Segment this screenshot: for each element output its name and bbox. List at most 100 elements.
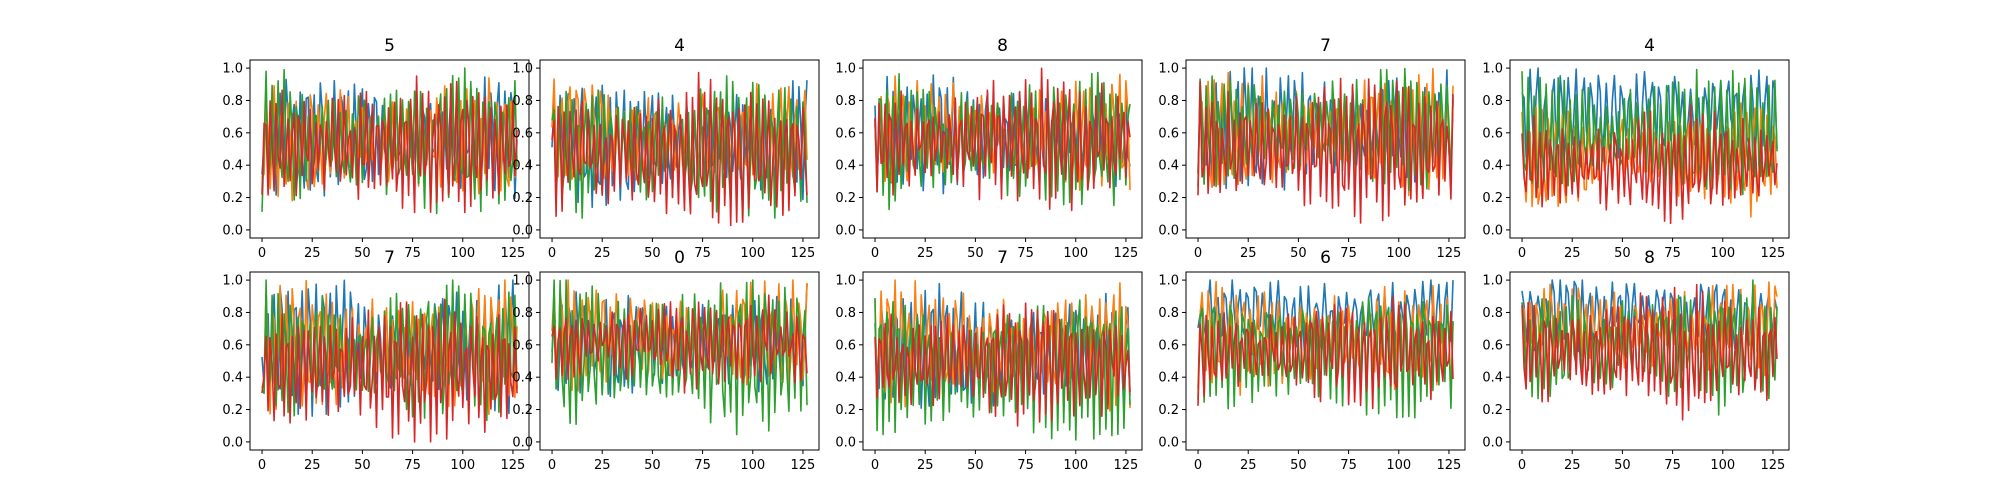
x-tick-label: 0 xyxy=(548,458,556,473)
y-tick-label: 0.6 xyxy=(1158,338,1179,353)
x-tick-label: 125 xyxy=(1761,458,1786,473)
y-tick-label: 0.4 xyxy=(1158,371,1179,386)
y-tick-label: 0.0 xyxy=(835,223,856,238)
x-tick-label: 25 xyxy=(1240,458,1257,473)
y-tick-label: 0.0 xyxy=(512,223,533,238)
x-tick-label: 125 xyxy=(1437,458,1462,473)
y-tick-label: 0.8 xyxy=(1158,306,1179,321)
y-tick-label: 0.8 xyxy=(835,94,856,109)
x-tick-label: 125 xyxy=(501,246,526,261)
x-tick-label: 75 xyxy=(1664,246,1681,261)
y-tick-label: 0.8 xyxy=(512,94,533,109)
y-tick-label: 0.0 xyxy=(1482,223,1503,238)
y-tick-label: 1.0 xyxy=(1158,274,1179,289)
y-tick-label: 1.0 xyxy=(222,62,243,77)
y-tick-label: 0.6 xyxy=(1158,126,1179,141)
y-tick-label: 0.6 xyxy=(835,126,856,141)
y-tick-label: 0.2 xyxy=(1482,403,1503,418)
x-tick-label: 0 xyxy=(258,246,266,261)
x-tick-label: 25 xyxy=(1564,458,1581,473)
y-tick-label: 0.8 xyxy=(1158,94,1179,109)
x-tick-label: 125 xyxy=(1761,246,1786,261)
x-tick-label: 25 xyxy=(304,458,321,473)
y-tick-label: 0.4 xyxy=(1482,371,1503,386)
y-tick-label: 0.2 xyxy=(835,191,856,206)
x-tick-label: 100 xyxy=(1386,246,1411,261)
subplot-title: 7 xyxy=(384,248,395,268)
y-tick-label: 1.0 xyxy=(1158,62,1179,77)
x-tick-label: 0 xyxy=(258,458,266,473)
y-tick-label: 1.0 xyxy=(222,274,243,289)
x-tick-label: 0 xyxy=(871,458,879,473)
x-tick-label: 50 xyxy=(644,458,661,473)
y-tick-label: 0.0 xyxy=(835,435,856,450)
x-tick-label: 125 xyxy=(1114,458,1139,473)
y-tick-label: 0.4 xyxy=(835,159,856,174)
y-tick-label: 0.6 xyxy=(512,338,533,353)
y-tick-label: 0.6 xyxy=(512,126,533,141)
y-tick-label: 0.2 xyxy=(1482,191,1503,206)
subplot-title: 8 xyxy=(997,36,1008,56)
y-tick-label: 1.0 xyxy=(835,62,856,77)
x-tick-label: 25 xyxy=(917,246,934,261)
x-tick-label: 100 xyxy=(1710,246,1735,261)
x-tick-label: 100 xyxy=(1386,458,1411,473)
subplot-title: 0 xyxy=(674,248,685,268)
y-tick-label: 1.0 xyxy=(835,274,856,289)
subplot-title: 4 xyxy=(674,36,685,56)
subplot-title: 8 xyxy=(1644,248,1655,268)
y-tick-label: 0.2 xyxy=(1158,191,1179,206)
y-tick-label: 0.2 xyxy=(512,191,533,206)
x-tick-label: 50 xyxy=(1614,246,1631,261)
x-tick-label: 25 xyxy=(304,246,321,261)
y-tick-label: 0.2 xyxy=(222,191,243,206)
x-tick-label: 25 xyxy=(594,246,611,261)
y-tick-label: 0.4 xyxy=(1158,159,1179,174)
y-tick-label: 0.6 xyxy=(1482,126,1503,141)
y-tick-label: 0.4 xyxy=(512,371,533,386)
x-tick-label: 100 xyxy=(1063,458,1088,473)
x-tick-label: 125 xyxy=(1114,246,1139,261)
y-tick-label: 0.4 xyxy=(222,371,243,386)
x-tick-label: 0 xyxy=(548,246,556,261)
y-tick-label: 1.0 xyxy=(512,274,533,289)
x-tick-label: 50 xyxy=(1290,246,1307,261)
x-tick-label: 75 xyxy=(1340,246,1357,261)
x-tick-label: 50 xyxy=(1614,458,1631,473)
y-tick-label: 0.0 xyxy=(1482,435,1503,450)
x-tick-label: 50 xyxy=(644,246,661,261)
y-tick-label: 0.6 xyxy=(222,126,243,141)
x-tick-label: 25 xyxy=(1240,246,1257,261)
y-tick-label: 0.0 xyxy=(222,223,243,238)
x-tick-label: 75 xyxy=(694,246,711,261)
y-tick-label: 0.6 xyxy=(222,338,243,353)
x-tick-label: 0 xyxy=(1518,246,1526,261)
x-tick-label: 75 xyxy=(1340,458,1357,473)
y-tick-label: 0.6 xyxy=(835,338,856,353)
y-tick-label: 0.6 xyxy=(1482,338,1503,353)
x-tick-label: 50 xyxy=(967,458,984,473)
x-tick-label: 75 xyxy=(1017,458,1034,473)
x-tick-label: 50 xyxy=(354,246,371,261)
x-tick-label: 50 xyxy=(967,246,984,261)
y-tick-label: 0.2 xyxy=(512,403,533,418)
x-tick-label: 125 xyxy=(501,458,526,473)
y-tick-label: 0.4 xyxy=(222,159,243,174)
y-tick-label: 1.0 xyxy=(512,62,533,77)
y-tick-label: 0.2 xyxy=(1158,403,1179,418)
y-tick-label: 0.8 xyxy=(1482,94,1503,109)
y-tick-label: 0.0 xyxy=(222,435,243,450)
x-tick-label: 50 xyxy=(354,458,371,473)
y-tick-label: 0.8 xyxy=(835,306,856,321)
x-tick-label: 75 xyxy=(404,458,421,473)
y-tick-label: 0.8 xyxy=(512,306,533,321)
y-tick-label: 1.0 xyxy=(1482,62,1503,77)
x-tick-label: 125 xyxy=(791,458,816,473)
y-tick-label: 0.4 xyxy=(512,159,533,174)
x-tick-label: 100 xyxy=(740,458,765,473)
y-tick-label: 0.8 xyxy=(222,94,243,109)
subplot-title: 7 xyxy=(997,248,1008,268)
x-tick-label: 100 xyxy=(740,246,765,261)
x-tick-label: 25 xyxy=(1564,246,1581,261)
